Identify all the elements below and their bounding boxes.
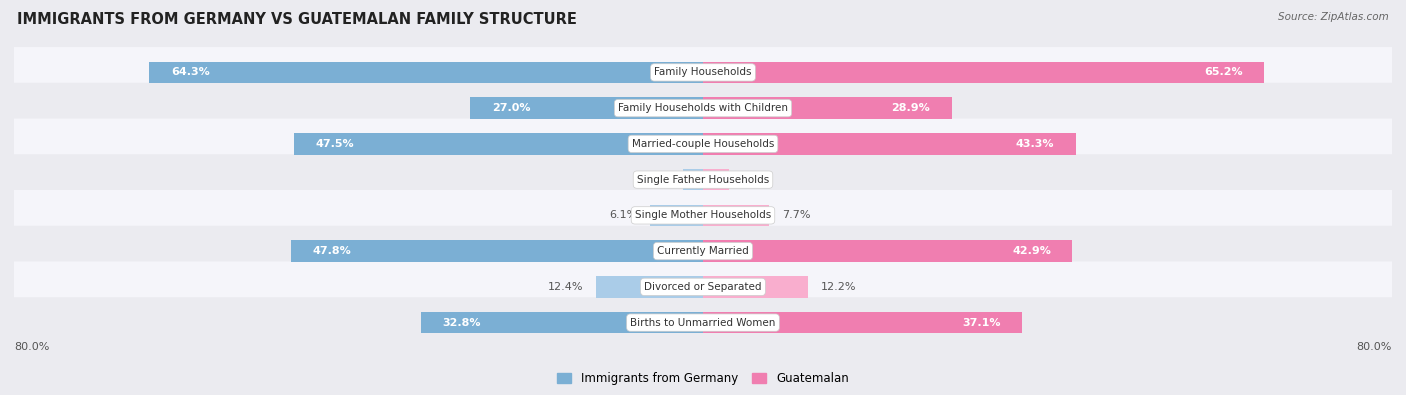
Text: Family Households: Family Households <box>654 68 752 77</box>
Text: Births to Unmarried Women: Births to Unmarried Women <box>630 318 776 327</box>
Bar <box>703 276 808 297</box>
Text: IMMIGRANTS FROM GERMANY VS GUATEMALAN FAMILY STRUCTURE: IMMIGRANTS FROM GERMANY VS GUATEMALAN FA… <box>17 12 576 27</box>
Bar <box>703 133 1076 154</box>
Bar <box>703 169 728 190</box>
Text: Married-couple Households: Married-couple Households <box>631 139 775 149</box>
Bar <box>294 133 703 154</box>
Text: 12.4%: 12.4% <box>548 282 583 292</box>
Text: Divorced or Separated: Divorced or Separated <box>644 282 762 292</box>
Text: Source: ZipAtlas.com: Source: ZipAtlas.com <box>1278 12 1389 22</box>
Bar <box>703 98 952 119</box>
Bar <box>651 205 703 226</box>
Text: 65.2%: 65.2% <box>1205 68 1243 77</box>
Text: Currently Married: Currently Married <box>657 246 749 256</box>
Text: Single Mother Households: Single Mother Households <box>636 211 770 220</box>
FancyBboxPatch shape <box>11 47 1395 98</box>
Text: 43.3%: 43.3% <box>1017 139 1054 149</box>
Text: 80.0%: 80.0% <box>1357 342 1392 352</box>
FancyBboxPatch shape <box>11 118 1395 169</box>
Text: Family Households with Children: Family Households with Children <box>619 103 787 113</box>
FancyBboxPatch shape <box>11 297 1395 348</box>
FancyBboxPatch shape <box>11 83 1395 134</box>
Bar <box>703 205 769 226</box>
Text: 32.8%: 32.8% <box>441 318 481 327</box>
Bar <box>471 98 703 119</box>
Text: 27.0%: 27.0% <box>492 103 530 113</box>
Text: 3.0%: 3.0% <box>742 175 770 184</box>
Text: 12.2%: 12.2% <box>821 282 856 292</box>
Legend: Immigrants from Germany, Guatemalan: Immigrants from Germany, Guatemalan <box>553 367 853 390</box>
Bar <box>703 62 1264 83</box>
Text: 6.1%: 6.1% <box>609 211 637 220</box>
Text: 47.5%: 47.5% <box>315 139 354 149</box>
Bar <box>703 312 1022 333</box>
Text: 28.9%: 28.9% <box>891 103 931 113</box>
Text: 80.0%: 80.0% <box>14 342 49 352</box>
Text: 64.3%: 64.3% <box>170 68 209 77</box>
FancyBboxPatch shape <box>11 226 1395 276</box>
Text: 7.7%: 7.7% <box>782 211 811 220</box>
FancyBboxPatch shape <box>11 190 1395 241</box>
Bar <box>291 241 703 262</box>
Text: 47.8%: 47.8% <box>314 246 352 256</box>
Bar <box>420 312 703 333</box>
Bar <box>596 276 703 297</box>
Text: 42.9%: 42.9% <box>1012 246 1050 256</box>
FancyBboxPatch shape <box>11 261 1395 312</box>
Bar <box>149 62 703 83</box>
Text: 2.3%: 2.3% <box>643 175 671 184</box>
Text: 37.1%: 37.1% <box>963 318 1001 327</box>
Bar <box>703 241 1073 262</box>
FancyBboxPatch shape <box>11 154 1395 205</box>
Bar <box>683 169 703 190</box>
Text: Single Father Households: Single Father Households <box>637 175 769 184</box>
